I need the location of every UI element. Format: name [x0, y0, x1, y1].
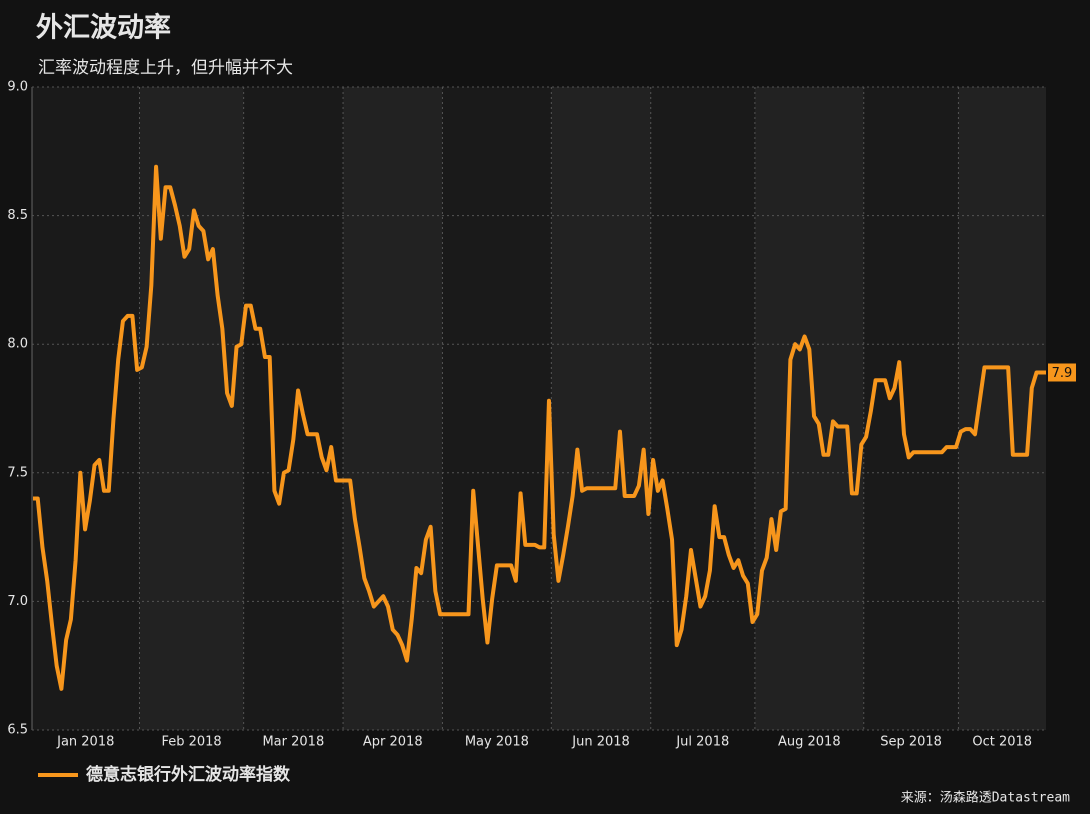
month-band	[343, 87, 443, 730]
x-tick-label: Jul 2018	[675, 735, 729, 750]
plot-bands	[32, 87, 1046, 730]
marks: 7.9	[33, 164, 1076, 691]
grid	[31, 86, 1046, 731]
month-band	[863, 87, 959, 730]
x-tick-label: Sep 2018	[880, 735, 942, 750]
y-tick-label: 8.5	[7, 208, 28, 223]
month-band	[551, 87, 651, 730]
x-tick-label: Jan 2018	[56, 735, 114, 750]
x-tick-label: Oct 2018	[972, 735, 1032, 750]
y-tick-label: 7.5	[7, 465, 28, 480]
month-band	[958, 87, 1046, 730]
x-tick-label: Apr 2018	[363, 735, 423, 750]
chart-subtitle: 汇率波动程度上升，但升幅并不大	[38, 58, 293, 78]
x-tick-label: May 2018	[465, 735, 529, 750]
value-label: 7.9	[1052, 366, 1073, 381]
legend-label: 德意志银行外汇波动率指数	[86, 764, 291, 785]
x-tick-label: Feb 2018	[161, 735, 221, 750]
month-band	[754, 87, 864, 730]
y-tick-label: 9.0	[7, 80, 28, 95]
x-tick-label: Mar 2018	[262, 735, 324, 750]
month-band	[442, 87, 552, 730]
month-band	[243, 87, 344, 730]
x-tick-label: Aug 2018	[778, 735, 841, 750]
series-line	[33, 164, 1046, 691]
chart-title: 外汇波动率	[36, 12, 171, 44]
y-tick-label: 8.0	[7, 337, 28, 352]
y-tick-label: 6.5	[7, 723, 28, 738]
month-band	[650, 87, 755, 730]
value-label-box	[1048, 363, 1076, 382]
y-tick-label: 7.0	[7, 594, 28, 609]
month-band	[32, 87, 140, 730]
x-tick-label: Jun 2018	[571, 735, 630, 750]
source: 来源：汤森路透Datastream	[901, 790, 1070, 806]
